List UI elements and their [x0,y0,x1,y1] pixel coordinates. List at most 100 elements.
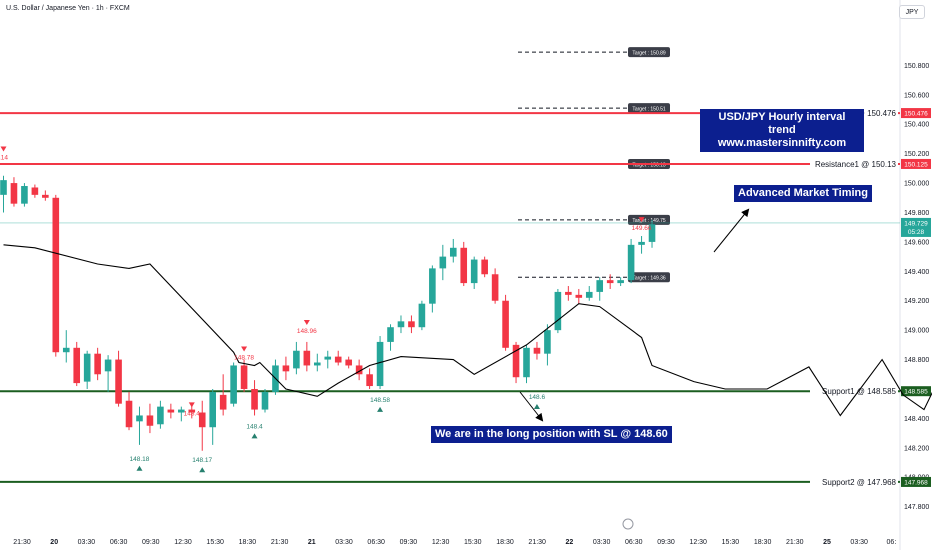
x-tick-label: 09:30 [657,539,675,546]
currency-badge[interactable]: JPY [899,5,925,19]
candle-body [126,401,133,427]
market-timing-annotation: Advanced Market Timing [734,185,872,202]
candle-body [628,245,635,280]
target-label: Target : 150.51 [632,106,666,112]
high-marker-icon [1,146,7,151]
y-tick-label: 150.600 [904,92,929,99]
x-tick-label: 12:30 [174,539,192,546]
candle-body [398,321,405,327]
candle-body [460,248,467,283]
trend-annotation-title: USD/JPY Hourly interval trend [704,111,860,137]
candle-body [335,357,342,363]
x-tick-label: 06:30 [110,539,128,546]
timing-arrow [714,210,748,252]
candle-body [42,195,49,198]
candle-body [429,268,436,303]
low-marker-label: 148.17 [192,457,212,464]
countdown-label: 05:28 [908,229,925,236]
long-position-annotation: We are in the long position with SL @ 14… [431,426,672,443]
high-marker-icon [304,320,310,325]
projection-line [4,233,932,415]
candle-body [262,392,269,410]
candle-body [293,351,300,369]
x-tick-label: 03:30 [850,539,868,546]
x-tick-label: 21:30 [13,539,31,546]
candle-body [565,292,572,295]
high-marker-label: .14 [0,154,8,161]
candle-body [63,348,70,352]
candle-body [115,360,122,404]
high-marker-label: 148.96 [297,328,317,335]
candle-body [21,186,28,204]
candle-body [408,321,415,327]
target-label: Target : 149.75 [632,218,666,224]
high-marker-label: 149.66 [632,225,652,232]
candle-body [471,260,478,284]
x-tick-label: 15:30 [464,539,482,546]
x-tick-label: 03:30 [78,539,96,546]
x-tick-label: 15:30 [206,539,224,546]
x-tick-label: 06:30 [625,539,643,546]
candle-body [345,360,352,366]
target-label: Target : 149.36 [632,276,666,282]
chart-title: U.S. Dollar / Japanese Yen · 1h · FXCM [6,5,130,12]
trend-annotation-url: www.mastersinnifty.com [704,137,860,150]
candle-body [555,292,562,330]
y-tick-label: 150.200 [904,151,929,158]
candle-body [377,342,384,386]
candle-body [230,365,237,403]
candle-body [523,348,530,377]
current-price-tag: 149.729 [904,220,928,227]
x-tick-label: 12:30 [689,539,707,546]
candle-body [105,360,112,372]
low-marker-label: 148.6 [529,394,546,401]
candle-body [11,183,18,204]
candle-body [32,187,39,194]
low-marker-icon [136,466,142,471]
candle-body [586,292,593,298]
x-tick-label: 06:30 [367,539,385,546]
x-tick-label: 03:30 [335,539,353,546]
y-tick-label: 150.000 [904,181,929,188]
x-tick-label: 21:30 [528,539,546,546]
candle-body [199,413,206,428]
candle-body [0,180,7,195]
x-tick-label: 09:30 [400,539,418,546]
candle-body [481,260,488,275]
candle-body [168,410,175,413]
level-price-tag: 150.125 [904,161,928,168]
x-tick-label: 21:30 [271,539,289,546]
x-tick-label: 21:30 [786,539,804,546]
level-price-tag: 150.476 [904,111,928,118]
candle-body [147,415,154,425]
candle-body [53,198,60,352]
candle-body [617,280,624,283]
lightning-icon [623,519,633,529]
level-price-tag: 147.968 [904,479,928,486]
y-tick-label: 149.400 [904,269,929,276]
candle-body [314,363,321,366]
candle-body [220,395,227,410]
candle-body [157,407,164,425]
trend-annotation: USD/JPY Hourly interval trend www.master… [700,109,864,152]
high-marker-icon [241,347,247,352]
x-tick-label: 09:30 [142,539,160,546]
low-marker-label: 148.58 [370,397,390,404]
candle-body [73,348,80,383]
low-marker-icon [377,407,383,412]
x-tick-label: 22 [566,539,574,546]
candle-body [596,280,603,292]
candle-body [502,301,509,348]
x-tick-label: 25 [823,539,831,546]
high-marker-label: 148.4 [184,410,201,417]
level-label: Support2 @ 147.968 [822,478,897,487]
candle-body [492,274,499,300]
x-tick-label: 18:30 [239,539,257,546]
candle-body [576,295,583,298]
x-tick-label: 18:30 [496,539,514,546]
candle-body [544,330,551,354]
x-tick-label: 15:30 [722,539,740,546]
candle-body [304,351,311,366]
